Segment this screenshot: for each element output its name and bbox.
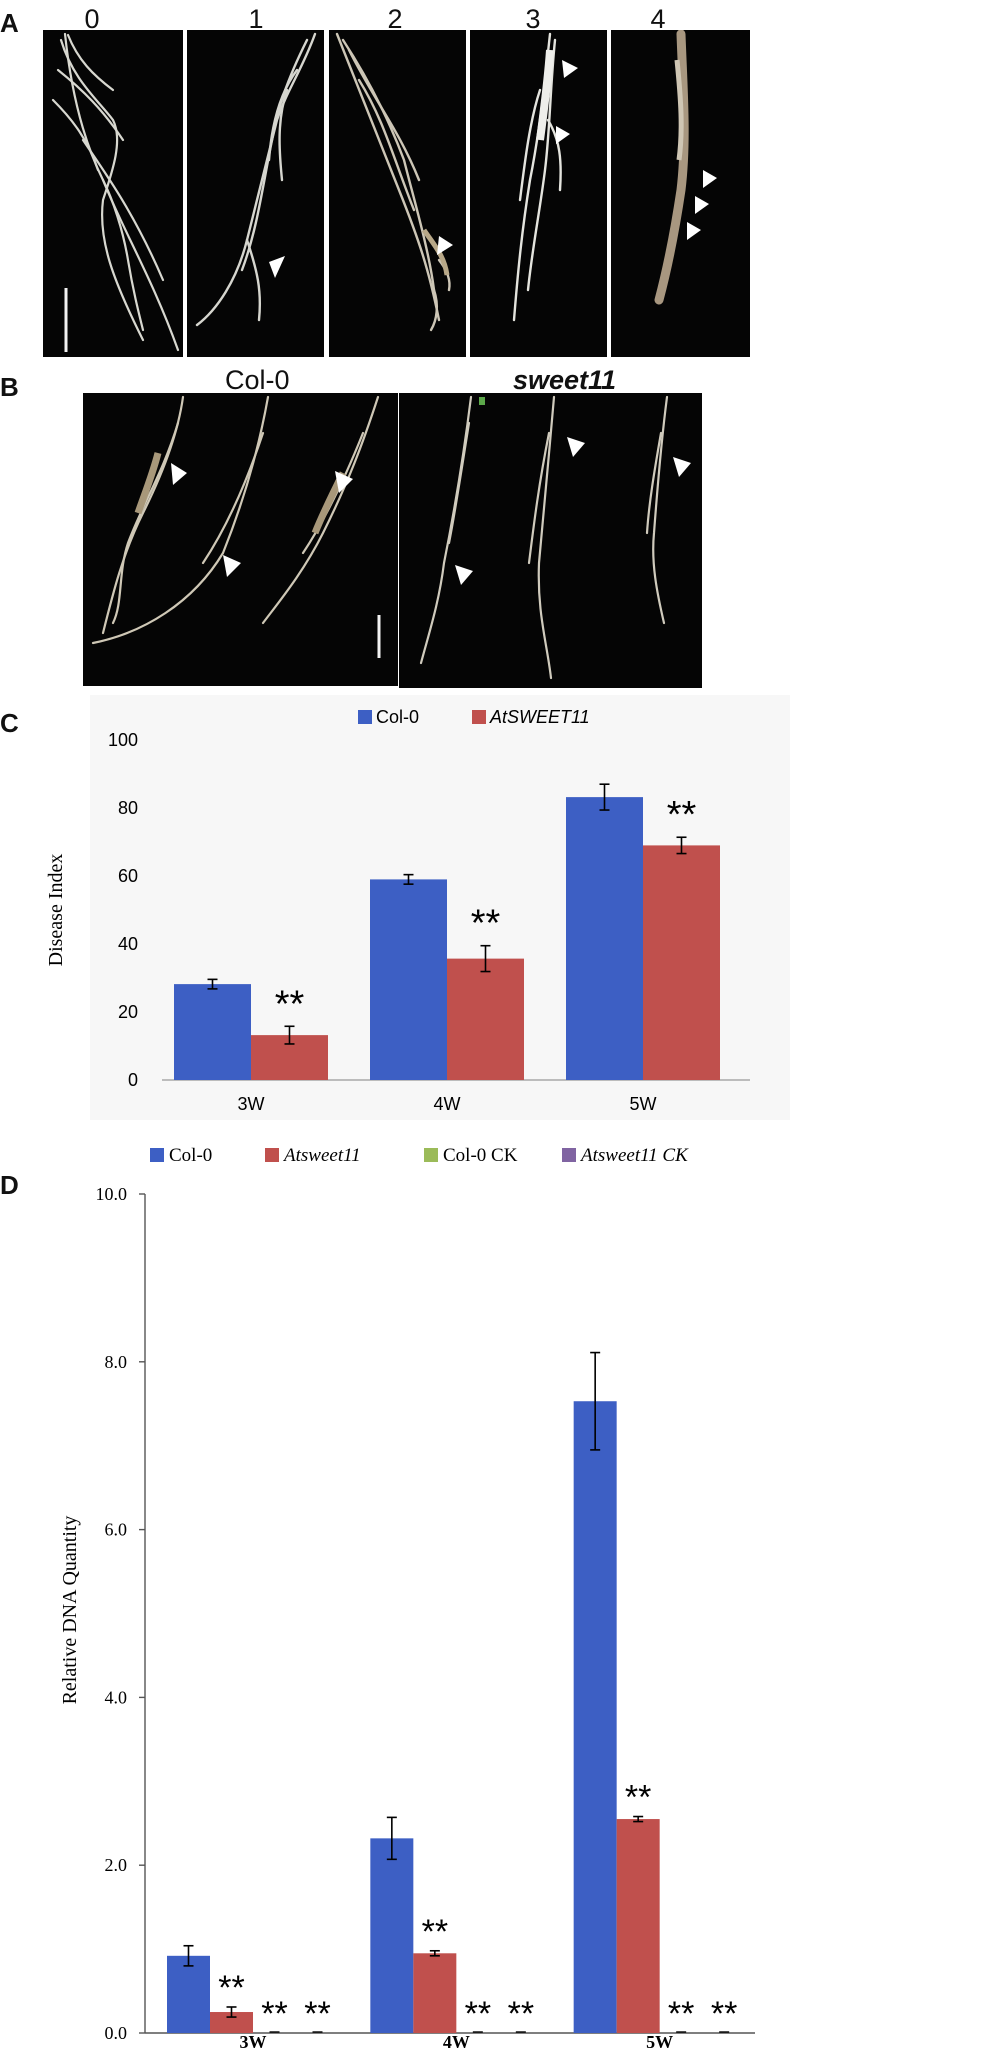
- chart-c-svg: Col-0 AtSWEET11 0 20 40 60 80 100 Disease Index *…: [45, 695, 790, 1120]
- root-photo-col0: [83, 393, 398, 686]
- significance-mark: **: [422, 1913, 448, 1951]
- y-tick-label: 6.0: [105, 1520, 128, 1540]
- significance-mark: **: [667, 794, 697, 836]
- significance-mark: **: [625, 1779, 651, 1817]
- grade-label-3: 3: [525, 4, 541, 34]
- genotype-label-col0: Col-0: [225, 365, 290, 395]
- bar: [174, 984, 251, 1080]
- bar: [616, 1819, 660, 2033]
- legend-swatch: [150, 1148, 164, 1162]
- y-tick-label: 10.0: [96, 1184, 128, 1204]
- chart-d-svg: Col-0 Atsweet11 Col-0 CK Atsweet11 CK 0.0 2.0…: [59, 1145, 755, 2050]
- legend-label: Col-0: [376, 707, 419, 727]
- panel-b-letter: B: [0, 372, 19, 402]
- legend-label: Col-0 CK: [443, 1145, 518, 1166]
- y-tick-label: 80: [118, 798, 138, 818]
- x-tick-label: 4W: [443, 2032, 470, 2050]
- bar: [643, 845, 720, 1080]
- x-tick-label: 3W: [240, 2032, 267, 2050]
- y-tick-label: 2.0: [105, 1855, 128, 1875]
- legend-swatch: [358, 710, 372, 724]
- bar: [566, 797, 643, 1080]
- legend-swatch: [562, 1148, 576, 1162]
- y-tick-label: 0.0: [105, 2023, 128, 2043]
- significance-mark: **: [218, 1969, 244, 2007]
- x-tick-label: 5W: [630, 1094, 657, 1114]
- y-tick-label: 0: [128, 1070, 138, 1090]
- y-tick-label: 100: [108, 730, 138, 750]
- legend-label: Atsweet11 CK: [579, 1145, 689, 1166]
- significance-mark: **: [465, 1995, 491, 2033]
- grade-label-4: 4: [650, 4, 666, 34]
- root-photo-grade-1: [187, 30, 324, 357]
- y-axis-label: Disease Index: [45, 854, 67, 967]
- significance-mark: **: [711, 1995, 737, 2033]
- panel-a-letter: A: [0, 8, 19, 38]
- x-tick-label: 4W: [434, 1094, 461, 1114]
- chart-d: Col-0 Atsweet11 Col-0 CK Atsweet11 CK 0.0 2.0…: [0, 1130, 1000, 2050]
- significance-mark: **: [471, 903, 501, 945]
- bar: [447, 958, 524, 1080]
- bar: [370, 1838, 414, 2033]
- grade-label-2: 2: [387, 4, 403, 34]
- y-tick-label: 4.0: [105, 1687, 128, 1707]
- y-tick-label: 60: [118, 866, 138, 886]
- grade-label-1: 1: [248, 4, 264, 34]
- y-tick-label: 40: [118, 934, 138, 954]
- significance-mark: **: [261, 1995, 287, 2033]
- root-photo-grade-4: [611, 30, 750, 357]
- grade-label-0: 0: [84, 4, 100, 34]
- bar: [413, 1953, 457, 2033]
- root-photo-grade-2: [329, 30, 466, 357]
- root-photo-grade-3: [470, 30, 607, 357]
- bar: [210, 2012, 253, 2033]
- chart-c: Col-0 AtSWEET11 0 20 40 60 80 100 Disease Index *…: [0, 695, 1000, 1120]
- root-photo-grade-0: [43, 30, 183, 357]
- y-axis-label: Relative DNA Quantity: [59, 1516, 81, 1705]
- y-tick-label: 20: [118, 1002, 138, 1022]
- legend-label: AtSWEET11: [489, 707, 590, 727]
- panel-d-letter: D: [0, 1170, 19, 1200]
- x-tick-label: 5W: [646, 2032, 673, 2050]
- legend-swatch: [424, 1148, 438, 1162]
- significance-mark: **: [668, 1995, 694, 2033]
- y-tick-label: 8.0: [105, 1352, 128, 1372]
- legend-swatch: [265, 1148, 279, 1162]
- genotype-label-sweet11: sweet11: [513, 365, 617, 395]
- x-tick-label: 3W: [238, 1094, 265, 1114]
- bar: [370, 879, 447, 1080]
- legend-label: Atsweet11: [282, 1145, 361, 1166]
- bar: [573, 1401, 617, 2033]
- legend-swatch: [472, 710, 486, 724]
- bar: [167, 1955, 210, 2033]
- significance-mark: **: [304, 1995, 330, 2033]
- panel-c-letter: C: [0, 708, 19, 738]
- significance-mark: **: [508, 1995, 534, 2033]
- significance-mark: **: [275, 983, 305, 1025]
- root-photo-sweet11: [399, 393, 702, 688]
- legend-label: Col-0: [169, 1145, 212, 1166]
